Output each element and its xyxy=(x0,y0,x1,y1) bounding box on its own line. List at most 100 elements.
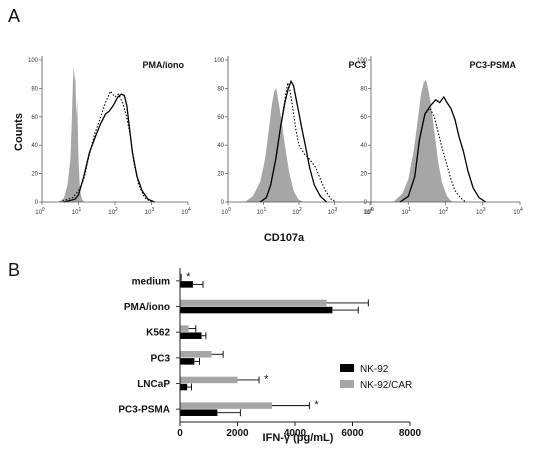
significance-marker: * xyxy=(186,271,191,283)
bar-group: medium xyxy=(132,273,204,288)
x-tick-exponent: 2 xyxy=(115,207,118,213)
y-tick-label: 80 xyxy=(217,86,224,92)
bar-chart: IFN-γ (pg/mL) medium PMA/iono K562 PC3 LNCaP… xyxy=(118,268,422,444)
car-histogram-line xyxy=(63,93,155,203)
bar xyxy=(180,402,272,409)
legend-label: NK-92/CAR xyxy=(360,380,412,391)
category-label: medium xyxy=(132,276,170,287)
x-tick-label: 2000 xyxy=(226,428,249,439)
x-tick-label: 101 xyxy=(257,207,267,216)
y-tick-label: 100 xyxy=(357,58,368,64)
x-tick-exponent: 3 xyxy=(151,207,154,213)
x-tick-label: 100 xyxy=(364,207,374,216)
car-histogram-line xyxy=(259,79,328,203)
bar-group: PC3-PSMA xyxy=(118,402,310,417)
panel-b-label: B xyxy=(8,260,20,280)
x-tick-label: 101 xyxy=(72,207,82,216)
legend-swatch xyxy=(340,380,354,388)
x-axis-label: IFN-γ (pg/mL) xyxy=(263,432,334,444)
bar xyxy=(180,351,212,358)
bar xyxy=(180,281,193,288)
x-tick-label: 104 xyxy=(363,207,373,216)
bar xyxy=(180,376,238,384)
y-tick-label: 20 xyxy=(31,172,38,178)
parental-histogram-line xyxy=(259,82,337,203)
x-tick-label: 101 xyxy=(402,207,412,216)
x-tick-label: 104 xyxy=(513,207,523,216)
y-tick-label: 60 xyxy=(217,115,224,121)
y-tick-label: 60 xyxy=(31,115,38,121)
category-label: PC3 xyxy=(151,353,171,364)
x-axis-label: CD107a xyxy=(264,232,305,244)
x-tick-exponent: 1 xyxy=(263,207,266,213)
bar xyxy=(180,325,189,332)
category-label: PC3-PSMA xyxy=(118,405,170,416)
bar-group: PC3 xyxy=(151,350,224,365)
histogram-title: PC3-PSMA xyxy=(469,60,516,70)
significance-marker: * xyxy=(314,399,319,411)
x-tick-exponent: 1 xyxy=(408,207,411,213)
x-tick-exponent: 4 xyxy=(188,207,191,213)
x-tick-exponent: 0 xyxy=(42,207,45,213)
legend: NK-92 NK-92/CAR xyxy=(340,364,412,391)
x-tick-label: 103 xyxy=(328,207,338,216)
x-tick-exponent: 2 xyxy=(299,207,302,213)
bar-group: LNCaP xyxy=(137,376,260,391)
y-axis-label: Counts xyxy=(13,113,25,151)
bar xyxy=(180,383,188,391)
x-tick-label: 0 xyxy=(177,428,183,439)
x-tick-label: 102 xyxy=(439,207,449,216)
y-tick-label: 80 xyxy=(31,86,38,92)
x-tick-exponent: 4 xyxy=(370,207,373,213)
bar xyxy=(180,358,195,365)
category-label: PMA/iono xyxy=(124,302,170,313)
control-histogram xyxy=(393,79,453,202)
x-tick-label: 100 xyxy=(221,207,231,216)
x-tick-exponent: 3 xyxy=(334,207,337,213)
x-tick-exponent: 4 xyxy=(520,207,523,213)
x-tick-label: 103 xyxy=(145,207,155,216)
y-tick-label: 60 xyxy=(360,115,367,121)
x-tick-label: 102 xyxy=(292,207,302,216)
x-tick-exponent: 0 xyxy=(228,207,231,213)
bar xyxy=(180,306,333,314)
y-tick-label: 0 xyxy=(364,200,368,206)
car-histogram-line xyxy=(399,95,487,203)
x-tick-exponent: 2 xyxy=(445,207,448,213)
y-tick-label: 100 xyxy=(214,58,225,64)
legend-swatch xyxy=(340,364,354,372)
x-tick-label: 4000 xyxy=(284,428,307,439)
x-tick-label: 102 xyxy=(108,207,118,216)
x-tick-label: 103 xyxy=(476,207,486,216)
y-tick-label: 40 xyxy=(31,143,38,149)
y-tick-label: 100 xyxy=(28,58,39,64)
histogram-title: PMA/iono xyxy=(143,60,185,70)
x-tick-label: 8000 xyxy=(399,428,422,439)
control-histogram xyxy=(244,88,304,202)
legend-label: NK-92 xyxy=(360,364,389,375)
y-tick-label: 0 xyxy=(35,200,39,206)
y-tick-label: 20 xyxy=(360,172,367,178)
y-tick-label: 0 xyxy=(221,200,225,206)
bar xyxy=(180,299,327,307)
x-tick-exponent: 3 xyxy=(483,207,486,213)
x-tick-label: 6000 xyxy=(341,428,364,439)
bar xyxy=(180,409,218,416)
y-tick-label: 40 xyxy=(360,143,367,149)
bar-group: K562 xyxy=(146,325,207,340)
y-tick-label: 20 xyxy=(217,172,224,178)
x-tick-exponent: 0 xyxy=(371,207,374,213)
significance-marker: * xyxy=(264,374,269,386)
y-tick-label: 40 xyxy=(217,143,224,149)
x-tick-label: 100 xyxy=(35,207,45,216)
histogram-title: PC3 xyxy=(348,60,366,70)
control-histogram xyxy=(59,65,84,202)
x-tick-label: 104 xyxy=(181,207,191,216)
y-tick-label: 80 xyxy=(360,86,367,92)
category-label: LNCaP xyxy=(137,379,170,390)
